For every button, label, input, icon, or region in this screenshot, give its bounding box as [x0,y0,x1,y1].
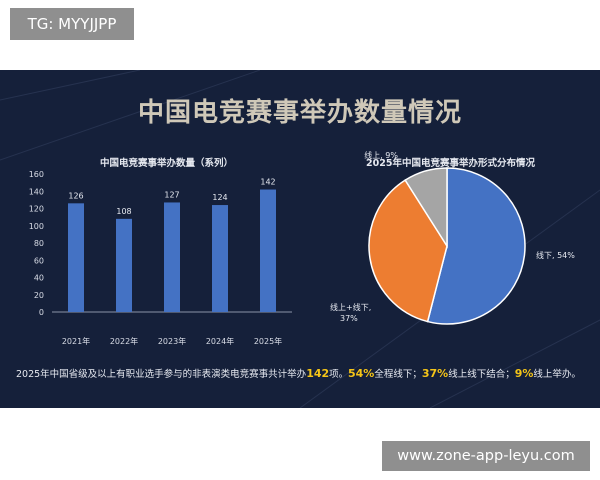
bar-value-label: 108 [116,207,131,216]
pie-chart-title: 2025年中国电竞赛事举办形式分布情况 [366,158,535,169]
bar [212,205,228,312]
infographic-slide: 中国电竞赛事举办数量情况 中国电竞赛事举办数量（系列） 2025年中国电竞赛事举… [0,70,600,408]
bar-chart: 0 20 40 60 80 100 120 140 160 126 2021年 108 2022年 127… [29,170,292,346]
watermark-url: www.zone-app-leyu.com [382,441,590,471]
y-tick-label: 120 [29,205,44,214]
bar-value-label: 126 [68,191,83,200]
x-tick-label: 2024年 [206,336,234,346]
bar [260,189,276,312]
bar-value-label: 127 [164,190,179,199]
pie-slice-label: 线上+线下, [330,302,371,312]
bar [164,202,180,312]
watermark-tag: TG: MYYJJPP [10,8,134,40]
y-tick-label: 40 [34,274,44,283]
share-offline-value: 54% [348,367,375,380]
page-title: 中国电竞赛事举办数量情况 [137,98,462,128]
pie-slice [404,167,448,249]
summary-share-note: 54%全程线下；37%线上线下结合；9%线上举办。 [348,366,581,380]
summary-suffix: 项。 [329,369,349,380]
bar [116,218,132,312]
summary-total-value: 142 [306,367,330,380]
pie-slice [426,167,526,325]
share-online-value: 9% [514,367,534,380]
summary-total-note: 2025年中国省级及以上有职业选手参与的非表演类电竞赛事共计举办142项。 [16,366,348,380]
bar-value-label: 142 [260,178,275,187]
y-tick-label: 100 [29,222,44,231]
x-tick-label: 2021年 [62,336,90,346]
share-hybrid-label: 线上线下结合； [448,369,515,380]
share-hybrid-value: 37% [421,367,449,380]
share-online-label: 线上举办。 [533,369,581,380]
bar [68,203,84,312]
x-tick-label: 2022年 [110,336,138,346]
bar-chart-title: 中国电竞赛事举办数量（系列） [100,158,234,169]
bar-value-label: 124 [212,193,227,202]
y-tick-label: 140 [29,187,44,196]
x-tick-label: 2023年 [158,336,186,346]
pie-chart: 线下, 54% 线上, 9% 线上+线下, 37% [330,150,575,325]
x-tick-label: 2025年 [254,336,282,346]
y-tick-label: 20 [34,291,44,300]
share-offline-label: 全程线下； [374,369,422,380]
pie-slice-label: 37% [340,314,358,323]
y-tick-label: 60 [34,256,44,265]
pie-slice-label: 线下, 54% [536,250,575,260]
summary-text: 2025年中国省级及以上有职业选手参与的非表演类电竞赛事共计举办 [16,369,307,380]
pie-slice-label: 线上, 9% [364,150,398,160]
y-tick-label: 0 [39,308,44,317]
y-tick-label: 160 [29,170,44,179]
y-tick-label: 80 [34,239,44,248]
